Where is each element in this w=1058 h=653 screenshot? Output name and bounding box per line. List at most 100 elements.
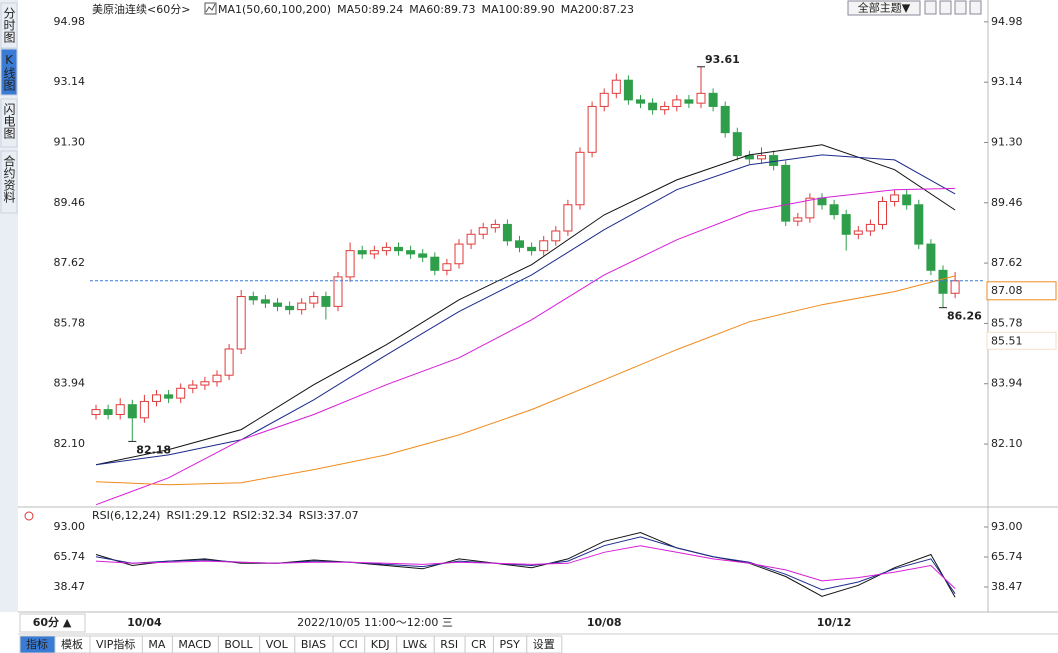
candle-body — [781, 164, 791, 222]
toolbar-label[interactable]: MACD — [178, 638, 211, 651]
ma-line — [95, 275, 956, 486]
icon-button[interactable] — [924, 0, 937, 15]
candle-body — [490, 223, 500, 229]
settings-icon[interactable] — [24, 511, 34, 521]
sidebar-tab[interactable] — [0, 48, 18, 96]
rsi-line — [95, 531, 956, 598]
candle-body — [587, 105, 597, 153]
toolbar-label[interactable]: PSY — [499, 638, 520, 651]
ma-line — [95, 144, 956, 466]
toolbar-label[interactable]: VIP指标 — [96, 637, 135, 651]
toolbar-label[interactable]: KDJ — [371, 638, 390, 651]
price-label: 85.51 — [991, 334, 1023, 347]
candle-body — [539, 240, 549, 252]
candle-body — [829, 204, 839, 216]
y-tick-label: 89.46 — [991, 196, 1023, 209]
theme-button-bg[interactable] — [847, 0, 921, 16]
icon-button[interactable] — [954, 0, 967, 15]
sidebar-tab-label: 分时图 — [2, 7, 16, 43]
legend-entry: RSI2:32.34 — [233, 509, 293, 522]
candle-body — [103, 409, 113, 416]
toolbar-label[interactable]: VOL — [266, 638, 289, 651]
y-tick-label: 89.46 — [54, 196, 86, 209]
y-tick-label: 83.94 — [991, 377, 1023, 390]
theme-button[interactable]: 全部主题▼ — [858, 1, 911, 15]
toolbar-item: VIP指标 — [89, 635, 143, 653]
rsi-tick-label: 93.00 — [991, 520, 1023, 533]
candle-body — [127, 404, 137, 419]
toolbar-label[interactable]: 模板 — [61, 637, 83, 651]
candle-body — [914, 204, 924, 245]
toolbar-label[interactable]: 设置 — [533, 638, 555, 651]
y-tick-label: 87.62 — [991, 256, 1023, 269]
candle-body — [599, 92, 609, 107]
candle-body — [793, 217, 803, 222]
y-tick-label: 94.98 — [991, 15, 1023, 28]
candle-body — [502, 223, 512, 242]
y-tick-label: 91.30 — [991, 135, 1023, 148]
icon-button[interactable] — [969, 0, 982, 15]
legend-entry: RSI1:29.12 — [166, 509, 226, 522]
ma-line — [95, 187, 956, 506]
candle-body — [381, 246, 391, 252]
candle-body — [696, 92, 706, 104]
candle-body — [406, 250, 416, 255]
toolbar-label[interactable]: RSI — [440, 638, 458, 651]
last-price-label: 87.08 — [991, 284, 1023, 297]
toolbar-label[interactable]: CCI — [339, 638, 358, 651]
sidebar-tab[interactable] — [0, 98, 18, 148]
toolbar-item: BOLL — [217, 635, 261, 653]
sidebar-tab-label: 合约资料 — [2, 154, 16, 203]
sidebar-tab[interactable] — [0, 150, 18, 214]
rsi-line — [95, 545, 956, 589]
candle-body — [672, 99, 682, 107]
legend-entry: MA100:89.90 — [482, 3, 555, 16]
candle-body — [115, 404, 125, 416]
candle-body — [297, 302, 307, 311]
y-tick-label: 91.30 — [54, 135, 86, 148]
toolbar-label[interactable]: BIAS — [301, 638, 326, 651]
icon-button[interactable] — [939, 0, 952, 15]
view-icons — [924, 0, 982, 15]
candle-body — [817, 197, 827, 206]
candle-body — [515, 240, 524, 248]
candle-body — [841, 214, 851, 235]
period-button[interactable]: 60分 ▲ — [33, 615, 72, 629]
candle-body — [200, 381, 210, 386]
toolbar-label[interactable]: CR — [471, 638, 487, 651]
rsi-tick-label: 93.00 — [54, 520, 86, 533]
rsi-tick-label: 38.47 — [54, 580, 86, 593]
candle-body — [744, 155, 754, 160]
sidebar-tab[interactable] — [0, 2, 18, 49]
toolbar-label[interactable]: BOLL — [224, 638, 253, 651]
period-button-bg[interactable] — [19, 613, 86, 633]
toolbar-item: CR — [464, 635, 494, 653]
legend-entry: MA60:89.73 — [409, 3, 475, 16]
candle-body — [152, 394, 161, 402]
toolbar-item: CCI — [332, 635, 366, 653]
candle-body — [648, 102, 658, 111]
extreme-label: 93.61 — [705, 53, 740, 66]
toolbar-item: KDJ — [364, 635, 398, 653]
candle-body — [188, 384, 198, 389]
toolbar-label[interactable]: 指标 — [26, 637, 48, 651]
rsi-tick-label: 65.74 — [991, 550, 1023, 563]
candle-body — [708, 92, 718, 107]
candle-body — [164, 394, 174, 399]
candle-body — [865, 223, 875, 232]
toolbar-label[interactable]: LW& — [403, 638, 428, 651]
candle-body — [333, 276, 343, 307]
indicator-name: MA1(50,60,100,200) — [218, 3, 331, 16]
toolbar-item: VOL — [259, 635, 296, 653]
y-tick-label: 85.78 — [991, 316, 1023, 329]
candle-body — [527, 246, 537, 252]
candle-body — [309, 296, 319, 304]
candle-body — [902, 194, 912, 206]
toolbar-item: 模板 — [54, 635, 91, 653]
toolbar-label[interactable]: MA — [148, 638, 165, 651]
candle-body — [176, 387, 186, 399]
y-tick-label: 82.10 — [991, 437, 1023, 450]
toolbar-button[interactable] — [526, 635, 563, 653]
candle-body — [757, 155, 766, 160]
